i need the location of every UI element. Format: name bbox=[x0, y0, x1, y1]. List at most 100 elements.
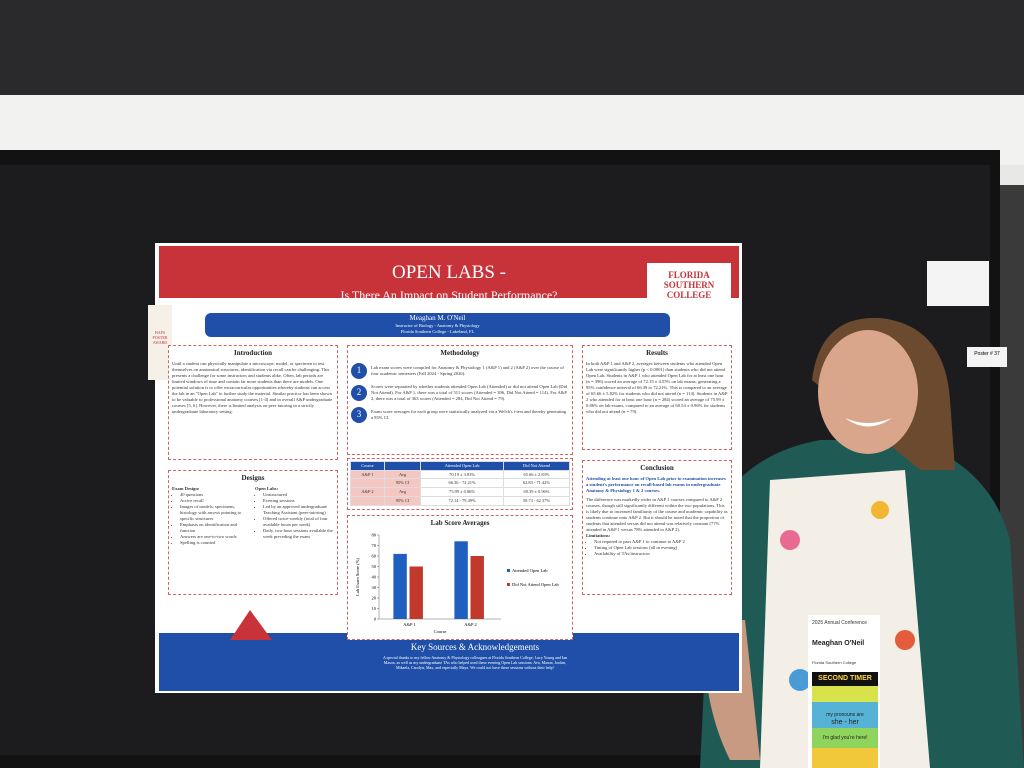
legend-label: Attended Open Lab bbox=[512, 568, 548, 573]
header-cell: Attended Open Lab bbox=[420, 461, 504, 471]
list: UnstructuredEvening sessionsLed by an ap… bbox=[255, 492, 334, 540]
ribbon-blue bbox=[812, 702, 878, 728]
poster-title: OPEN LABS - bbox=[391, 262, 506, 283]
y-tick-label: 0 bbox=[374, 617, 377, 622]
label: Open Labs: bbox=[255, 486, 279, 492]
table: Course Attended Open Lab Did Not Attend A&P… bbox=[350, 461, 571, 506]
list-item: 40 questions bbox=[180, 492, 251, 498]
author-name: Meaghan M. O'Neil bbox=[409, 314, 466, 322]
ribbon-yellow bbox=[812, 686, 878, 702]
chart-title: Lab Score Averages bbox=[430, 519, 490, 527]
college-logo: FLORIDA SOUTHERN COLLEGE bbox=[663, 270, 715, 300]
flower bbox=[871, 501, 889, 519]
y-tick-label: 60 bbox=[372, 554, 377, 559]
badge-ribbon: SECOND TIMER bbox=[818, 675, 872, 682]
list-item: Daily, two-hour sessions available the w… bbox=[263, 528, 334, 540]
y-tick-label: 80 bbox=[372, 533, 377, 538]
table-cell: 70.19 ± 3.83% bbox=[420, 469, 504, 480]
list-item: Spelling is counted bbox=[180, 540, 251, 546]
step-number: 1 bbox=[351, 363, 367, 380]
table-cell bbox=[350, 478, 385, 489]
table-cell: 72.14 - 79.49% bbox=[420, 495, 504, 506]
heading: Results bbox=[646, 349, 668, 357]
list-item: Emphasis on identification and function bbox=[180, 522, 251, 534]
list-item: Timing of Open Lab sessions (all in even… bbox=[594, 545, 728, 551]
badge-conference: 2025 Annual Conference bbox=[812, 620, 868, 626]
table-cell: Avg bbox=[383, 469, 422, 480]
ribbon-orange bbox=[812, 748, 878, 768]
poster-header bbox=[159, 246, 739, 298]
bar bbox=[393, 553, 407, 620]
paragraph: Until a student can physically manipulat… bbox=[172, 361, 333, 414]
header-row: Course Attended Open Lab Did Not Attend bbox=[350, 461, 571, 471]
chart-box: Lab Score Averages 0 10 20 30 40 50 60 70 80 Lab … bbox=[347, 515, 573, 640]
table-cell: Avg bbox=[383, 487, 422, 497]
table-cell: 58.73 - 62.37% bbox=[502, 495, 571, 506]
legend-swatch bbox=[507, 583, 510, 587]
logo-box bbox=[647, 263, 731, 301]
step-text: Scores were separated by whether student… bbox=[371, 384, 568, 402]
list-item: Not required to pass A&P 1 to continue t… bbox=[594, 539, 728, 545]
legend-label: Did Not Attend Open Lab bbox=[512, 582, 559, 587]
ceiling bbox=[0, 0, 1024, 110]
pronouns-label: my pronouns are bbox=[826, 712, 864, 718]
y-tick-label: 70 bbox=[372, 543, 377, 548]
table-cell: A&P 1 bbox=[350, 469, 385, 480]
flower bbox=[789, 669, 811, 691]
conclusion: Conclusion Attending at least one hour o… bbox=[582, 460, 732, 595]
ribbon-green bbox=[812, 728, 878, 748]
paragraph: The difference was markedly wider in A&P… bbox=[586, 497, 728, 532]
table-cell: 65.66 ± 2.83% bbox=[502, 469, 571, 480]
college-emblem bbox=[230, 610, 272, 640]
header-cell: Course bbox=[350, 461, 385, 471]
step-number: 3 bbox=[351, 407, 367, 423]
table-cell: A&P 2 bbox=[350, 487, 385, 497]
step: 2 Scores were separated by whether studen… bbox=[351, 384, 569, 402]
designs: Designs Exam Design:40 questionsActive r… bbox=[168, 470, 338, 595]
bar bbox=[454, 541, 468, 620]
y-tick-label: 50 bbox=[372, 564, 377, 569]
label: Limitations: bbox=[586, 532, 611, 538]
pronouns: she - her bbox=[831, 719, 859, 726]
table-cell: 75.99 ± 0.86% bbox=[420, 487, 504, 497]
step: 3 Exam score averages for each group were… bbox=[351, 407, 569, 423]
sources-heading: Key Sources & Acknowledgements bbox=[410, 642, 540, 652]
table-cell: 69.39 ± 0.96% bbox=[502, 487, 571, 497]
flower bbox=[895, 630, 915, 650]
table-row: 95% CI 72.14 - 79.49% 58.73 - 62.37% bbox=[350, 495, 571, 506]
list: Not required to pass A&P 1 to continue t… bbox=[586, 539, 728, 557]
step-number: 2 bbox=[351, 385, 367, 402]
face bbox=[818, 330, 918, 454]
list-item: Answers are one-to-two words bbox=[180, 534, 251, 540]
list-item: Led by an approved undergraduate Teachin… bbox=[263, 504, 334, 516]
x-tick-label: A&P 1 bbox=[403, 622, 415, 627]
y-tick-label: 30 bbox=[372, 585, 377, 590]
author-bar bbox=[205, 313, 670, 337]
introduction: Introduction Until a student can physica… bbox=[168, 345, 338, 460]
poster-number: Poster # 37 bbox=[967, 347, 1007, 367]
table-cell: 95% CI bbox=[383, 495, 422, 506]
header-cell bbox=[383, 461, 422, 471]
bar bbox=[409, 566, 423, 620]
paragraph: Attending at least one hour of Open Lab … bbox=[586, 476, 726, 494]
paragraph: In both A&P 1 and A&P 2, averages betwee… bbox=[586, 361, 728, 414]
list-item: Unstructured bbox=[263, 492, 334, 498]
sources-text: A special thanks to my fellow Anatomy & … bbox=[382, 655, 568, 671]
poster-footer bbox=[159, 633, 739, 691]
author-affiliation: Florida Southern College - Lakeland, FL bbox=[400, 329, 475, 334]
legend-swatch bbox=[507, 569, 510, 573]
y-tick-label: 40 bbox=[372, 575, 377, 580]
flower bbox=[780, 530, 800, 550]
table-cell: 66.36 - 72.21% bbox=[420, 478, 504, 489]
step-text: Lab exam scores were compiled for Anatom… bbox=[371, 365, 564, 377]
x-tick-label: A&P 2 bbox=[464, 622, 476, 627]
note-paper bbox=[927, 261, 989, 306]
step-text: Exam score averages for each group were … bbox=[371, 409, 567, 420]
list-item: Offered twice-weekly (total of four avai… bbox=[263, 516, 334, 528]
y-tick-label: 20 bbox=[372, 596, 377, 601]
heading: Designs bbox=[241, 474, 265, 482]
bar bbox=[470, 556, 484, 620]
x-axis-label: Course bbox=[434, 629, 447, 634]
chart: 0 10 20 30 40 50 60 70 80 Lab Exam Score (%) Cours… bbox=[355, 533, 559, 635]
